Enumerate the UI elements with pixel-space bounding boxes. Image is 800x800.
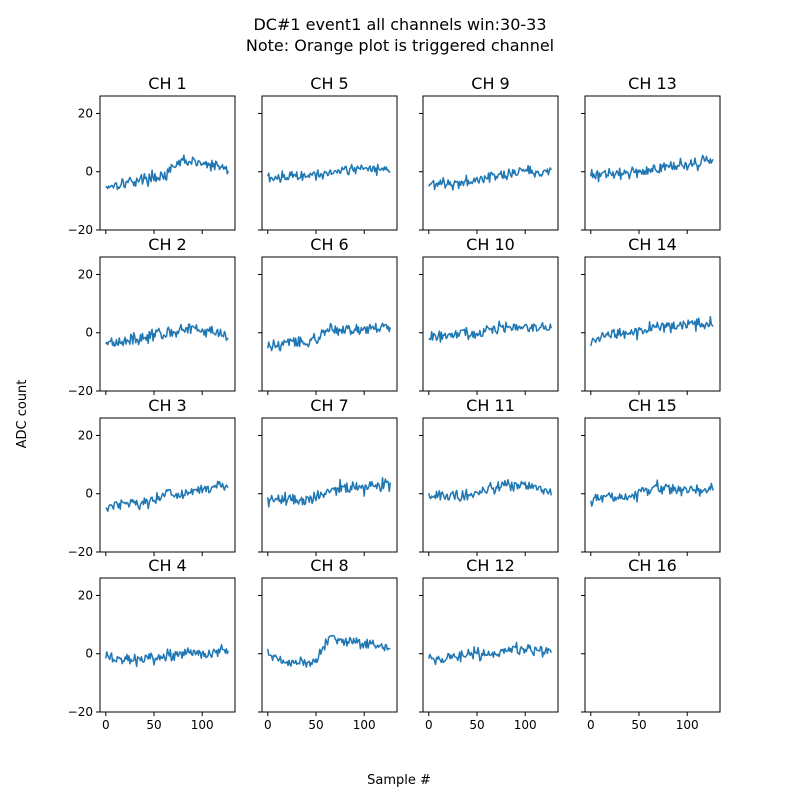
series-line-ch-11 (428, 478, 552, 502)
axes-frame (261, 577, 398, 713)
panel-ch-2: CH 2 −20 0 20 (68, 235, 236, 398)
x-tick-label: 0 (264, 718, 272, 732)
y-tick-label: 0 (85, 326, 93, 340)
axes-frame (584, 256, 721, 392)
series-line-ch-7 (267, 476, 391, 508)
axes-frame (99, 577, 236, 713)
x-tick-label: 50 (631, 718, 646, 732)
y-tick-label: −20 (68, 545, 93, 559)
axes-frame (261, 256, 398, 392)
panel-ch-1: CH 1 −20 0 20 (68, 74, 236, 237)
series-line-ch-6 (267, 322, 391, 352)
x-tick-label: 50 (308, 718, 323, 732)
figure-title-line1: DC#1 event1 all channels win:30-33 (253, 15, 546, 34)
panel-title: CH 10 (466, 235, 515, 254)
panel-title: CH 12 (466, 556, 515, 575)
series-line-ch-14 (590, 315, 714, 346)
panel-ch-13: CH 13 (581, 74, 721, 234)
x-tick-label: 100 (514, 718, 537, 732)
y-tick-label: 0 (85, 165, 93, 179)
panel-ch-7: CH 7 (258, 396, 398, 556)
panel-title: CH 9 (471, 74, 509, 93)
y-tick-label: 0 (85, 647, 93, 661)
panel-ch-14: CH 14 (581, 235, 721, 395)
axes-frame (261, 95, 398, 231)
panel-ch-16: CH 16 0 50 100 (581, 556, 721, 732)
panel-ch-15: CH 15 (581, 396, 721, 556)
panels-grid: CH 1 −20 0 20 CH 2 −20 0 20 CH 3 −20 0 20 CH 4 0 50 100… (68, 74, 721, 732)
panel-ch-10: CH 10 (419, 235, 559, 395)
axes-frame (584, 577, 721, 713)
panel-ch-9: CH 9 (419, 74, 559, 234)
panel-ch-3: CH 3 −20 0 20 (68, 396, 236, 559)
x-tick-label: 50 (146, 718, 161, 732)
x-tick-label: 100 (676, 718, 699, 732)
series-line-ch-9 (428, 164, 552, 191)
figure-title-line2: Note: Orange plot is triggered channel (246, 36, 554, 55)
series-line-ch-5 (267, 163, 391, 184)
series-line-ch-3 (105, 480, 229, 513)
x-axis-label: Sample # (367, 773, 431, 788)
x-tick-label: 100 (191, 718, 214, 732)
axes-frame (99, 417, 236, 553)
series-line-ch-8 (267, 634, 391, 668)
y-tick-label: 20 (78, 267, 93, 281)
panel-title: CH 11 (466, 396, 515, 415)
panel-title: CH 1 (148, 74, 186, 93)
panel-title: CH 2 (148, 235, 186, 254)
panel-ch-6: CH 6 (258, 235, 398, 395)
panel-title: CH 13 (628, 74, 677, 93)
panel-title: CH 6 (310, 235, 348, 254)
series-line-ch-13 (590, 154, 714, 183)
y-tick-label: 20 (78, 588, 93, 602)
y-tick-label: −20 (68, 223, 93, 237)
panel-title: CH 7 (310, 396, 348, 415)
series-line-ch-2 (105, 323, 229, 347)
y-tick-label: −20 (68, 384, 93, 398)
panel-title: CH 8 (310, 556, 348, 575)
x-tick-label: 50 (469, 718, 484, 732)
y-tick-label: 20 (78, 428, 93, 442)
series-line-ch-1 (105, 154, 229, 191)
panel-title: CH 15 (628, 396, 677, 415)
y-tick-label: −20 (68, 705, 93, 719)
panel-ch-8: CH 8 0 50 100 (258, 556, 398, 732)
axes-frame (422, 95, 559, 231)
x-tick-label: 0 (425, 718, 433, 732)
x-tick-label: 0 (102, 718, 110, 732)
series-line-ch-10 (428, 320, 552, 343)
panel-title: CH 3 (148, 396, 186, 415)
series-line-ch-15 (590, 479, 714, 507)
panel-title: CH 14 (628, 235, 677, 254)
axes-frame (99, 256, 236, 392)
axes-frame (584, 95, 721, 231)
axes-frame (261, 417, 398, 553)
y-tick-label: 20 (78, 106, 93, 120)
axes-frame (422, 577, 559, 713)
y-tick-label: 0 (85, 487, 93, 501)
panel-ch-12: CH 12 0 50 100 (419, 556, 559, 732)
panel-ch-5: CH 5 (258, 74, 398, 234)
panel-ch-4: CH 4 0 50 100 −20 0 20 (68, 556, 236, 732)
panel-ch-11: CH 11 (419, 396, 559, 556)
axes-frame (99, 95, 236, 231)
series-line-ch-12 (428, 641, 552, 666)
axes-frame (422, 417, 559, 553)
x-tick-label: 100 (353, 718, 376, 732)
panel-title: CH 16 (628, 556, 677, 575)
series-line-ch-4 (105, 644, 229, 668)
panel-title: CH 4 (148, 556, 186, 575)
y-axis-label: ADC count (15, 380, 30, 449)
axes-frame (422, 256, 559, 392)
panel-title: CH 5 (310, 74, 348, 93)
x-tick-label: 0 (587, 718, 595, 732)
axes-frame (584, 417, 721, 553)
